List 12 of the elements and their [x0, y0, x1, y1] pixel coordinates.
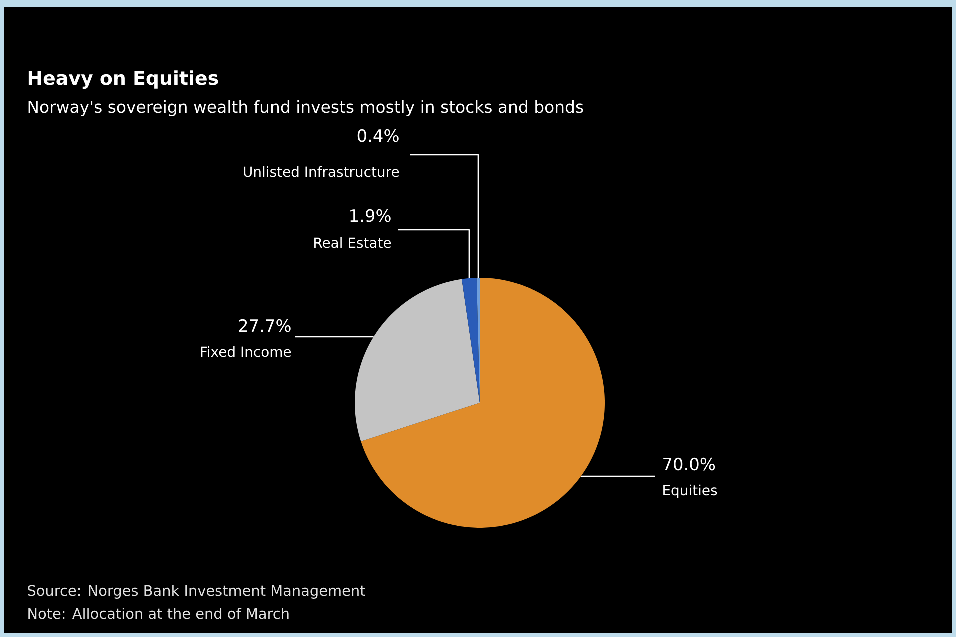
slice-label: Equities: [664, 484, 718, 498]
slice-label: Unlisted Infrastructure: [244, 166, 400, 178]
chart-subtitle: Norway's sovereign wealth fund invests mostly in stocks and bonds: [28, 100, 584, 116]
data-label: 70.0%: [664, 458, 716, 471]
data-label: 1.9%: [350, 209, 391, 222]
chart-title: Heavy on Equities: [28, 70, 218, 90]
data-label: 0.4%: [358, 129, 399, 142]
slice-label: Real Estate: [314, 237, 392, 248]
data-label: 27.7%: [239, 319, 291, 332]
text: Note: Allocation at the end of March: [28, 608, 289, 620]
source-note: Source: Norges Bank Investment Management: [28, 585, 366, 599]
slice-label: Fixed Income: [201, 346, 292, 358]
